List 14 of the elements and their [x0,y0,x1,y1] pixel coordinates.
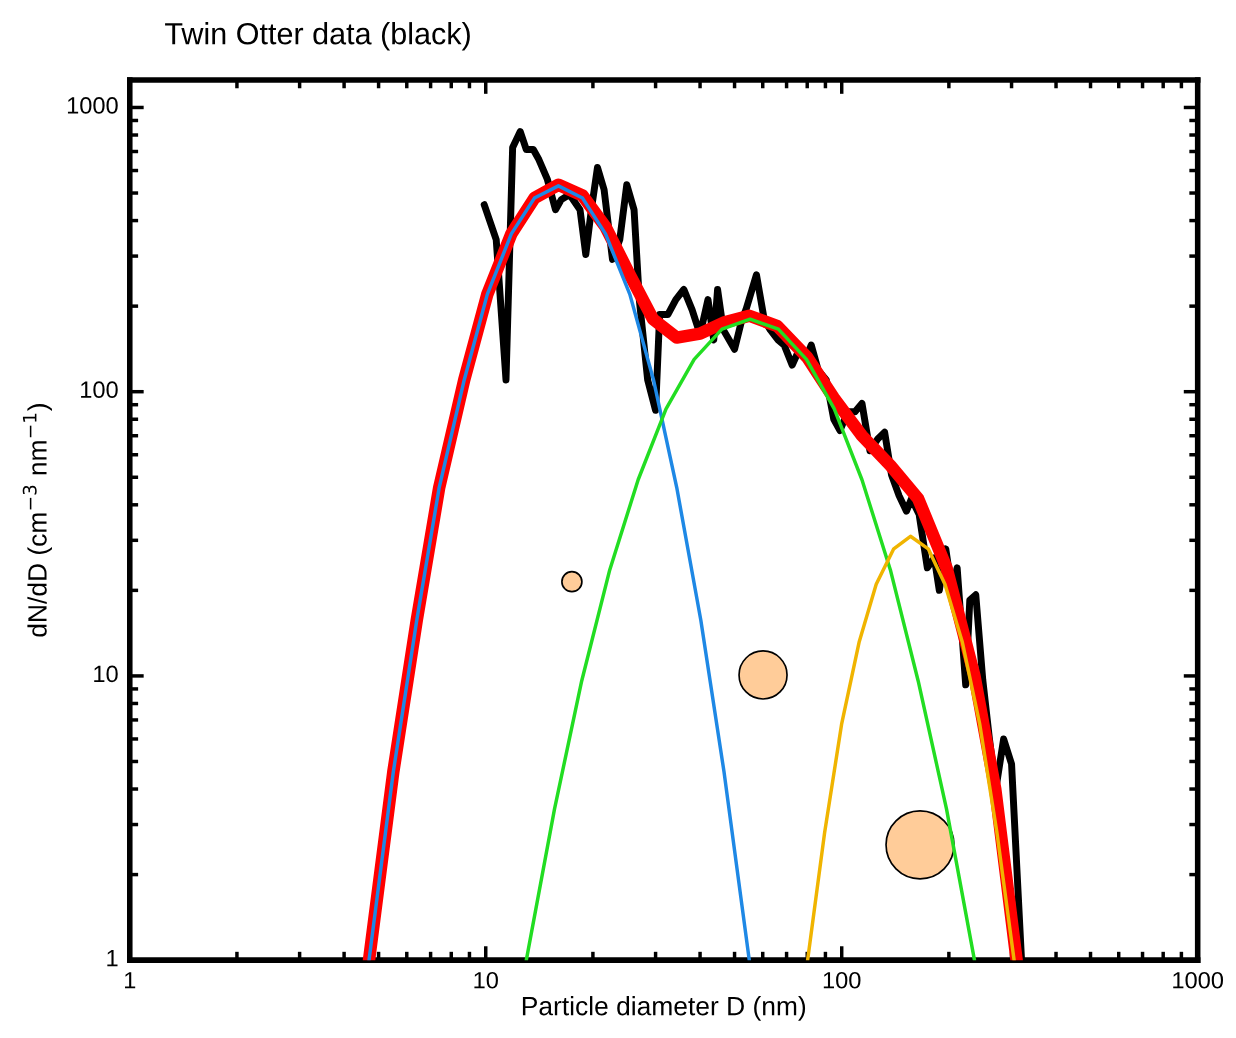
x-tick-label: 1000 [1173,971,1224,989]
x-axis-title: Particle diameter D (nm) [522,996,806,1021]
x-tick-label: 100 [823,971,861,989]
y-tick-label: 1 [107,950,118,967]
y-tick-label: 1000 [67,97,118,114]
y-tick-label: 100 [81,381,118,399]
line-series [524,317,977,961]
y-axis-title: dN/dD (cm$^{−3}$ nm$^{−1}$) [22,404,52,637]
chart-title: Twin Otter data (black) [165,22,470,51]
x-tick-label: 10 [474,971,498,989]
line-series [805,534,1016,961]
x-tick-label: 1 [125,972,136,989]
y-tick-label: 10 [94,665,118,683]
line-series [367,184,752,961]
